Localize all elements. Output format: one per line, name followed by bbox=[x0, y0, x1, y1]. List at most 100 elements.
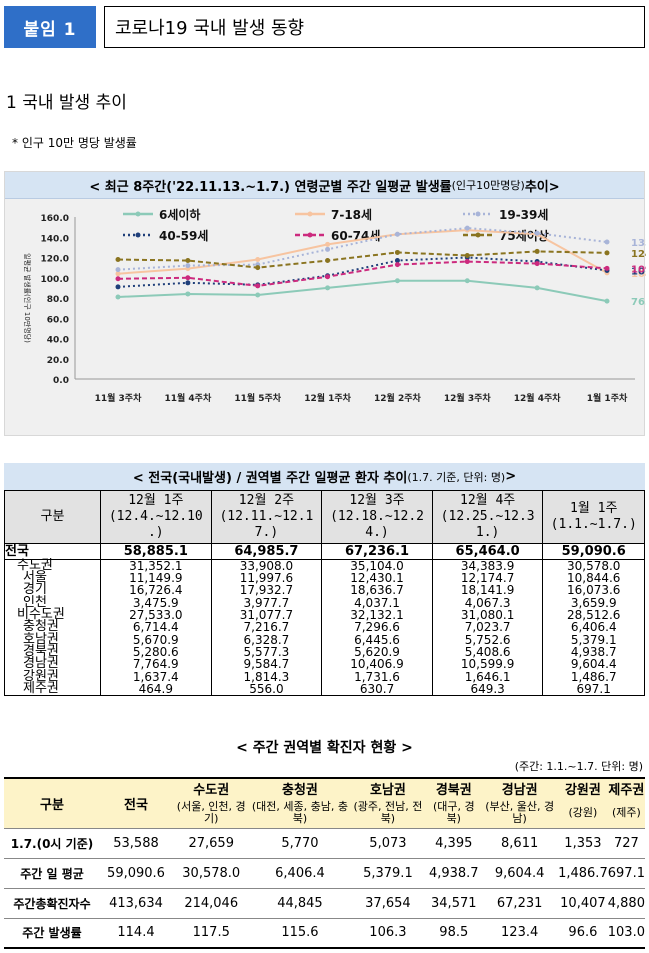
y-tick-label: 100.0 bbox=[41, 275, 69, 285]
regional-cell: 630.7 bbox=[321, 682, 433, 696]
data-point bbox=[115, 267, 121, 273]
regional-col-header: 1월 1주 (1.1.~1.7.) bbox=[542, 490, 645, 544]
regional-cell: 7,764.9 bbox=[100, 658, 212, 671]
data-point bbox=[604, 239, 610, 245]
weekly-row: 주간 일 평균 59,090.6 30,578.0 6,406.4 5,379.1 4,9… bbox=[4, 857, 645, 888]
regional-row: 강원권 1,637.4 1,814.3 1,731.6 1,646.1 1,486.7 bbox=[4, 669, 645, 683]
regional-cell: 12,174.7 bbox=[431, 572, 544, 585]
data-point bbox=[534, 230, 540, 236]
regional-cell: 697.1 bbox=[542, 682, 645, 696]
weekly-col-subheader: (부산, 울산, 경남) bbox=[481, 798, 559, 828]
regional-cell: 5,408.6 bbox=[431, 646, 544, 659]
regional-cell: 11,997.6 bbox=[210, 572, 323, 585]
data-point bbox=[115, 257, 121, 263]
series-line bbox=[117, 256, 608, 288]
series-line bbox=[117, 279, 608, 303]
data-point bbox=[115, 276, 121, 282]
regional-col-header: 12월 3주 (12.18.~12.2 4.) bbox=[321, 490, 433, 544]
data-point bbox=[325, 274, 331, 280]
weekly-cell: 1,353 bbox=[558, 827, 608, 858]
series-line bbox=[117, 250, 608, 269]
data-point bbox=[255, 292, 261, 298]
regional-cell: 9,584.7 bbox=[210, 658, 323, 671]
regional-cell: 556.0 bbox=[210, 682, 323, 696]
regional-cell: 1,646.1 bbox=[431, 670, 544, 683]
weekly-cell: 98.5 bbox=[426, 917, 482, 949]
weekly-table: 구분 전국 수도권 충청권 호남권 경북권 경남권 강원권 제주권 (서울, 인천, 경기)… bbox=[4, 777, 645, 949]
regional-title-unit: (1.7. 기준, 단위: 명) bbox=[407, 470, 506, 484]
weekly-cell: 5,073 bbox=[349, 827, 427, 858]
regional-cell: 4,067.3 bbox=[431, 597, 544, 609]
y-tick-label: 80.0 bbox=[47, 295, 69, 305]
regional-cell: 10,406.9 bbox=[321, 658, 433, 671]
legend-marker bbox=[307, 232, 313, 238]
data-point bbox=[325, 241, 331, 247]
regional-row: 제주권 464.9 556.0 630.7 649.3 697.1 bbox=[4, 682, 645, 696]
regional-cell: 9,604.4 bbox=[542, 658, 645, 671]
x-tick-label: 12월 4주차 bbox=[514, 392, 561, 404]
regional-row-name: 비수도권 bbox=[4, 608, 101, 621]
weekly-table-unit: (주간: 1.1.~1.7. 단위: 명) bbox=[514, 760, 643, 773]
data-point bbox=[115, 294, 121, 300]
weekly-cell: 123.4 bbox=[481, 917, 559, 949]
regional-cell: 464.9 bbox=[100, 682, 212, 696]
regional-cell: 6,328.7 bbox=[210, 633, 323, 646]
regional-row-name: 경북권 bbox=[4, 645, 101, 658]
regional-row: 호남권 5,670.9 6,328.7 6,445.6 5,752.6 5,379.1 bbox=[4, 632, 645, 646]
weekly-cell: 4,395 bbox=[426, 827, 482, 858]
regional-row-name: 제주권 bbox=[4, 682, 101, 696]
regional-row: 경남권 7,764.9 9,584.7 10,406.9 10,599.9 9,604.4 bbox=[4, 657, 645, 671]
data-label: 107.2 bbox=[631, 266, 646, 277]
weekly-col-header: 강원권 bbox=[558, 777, 608, 798]
legend-marker bbox=[475, 211, 481, 217]
regional-col-header-line: 4.) bbox=[365, 525, 389, 540]
regional-col-header-line: 12월 4주 bbox=[460, 493, 516, 508]
regional-row: 비수도권 27,533.0 31,077.7 32,132.1 31,080.1 28,5… bbox=[4, 608, 645, 622]
regional-cell: 3,977.7 bbox=[210, 597, 323, 609]
y-tick-label: 120.0 bbox=[41, 255, 69, 265]
legend-marker bbox=[135, 211, 141, 217]
regional-table-title: < 전국(국내발생) / 권역별 주간 일평균 환자 추이 (1.7. 기준, … bbox=[4, 463, 645, 490]
regional-col-header: 12월 1주 (12.4.~12.10.) bbox=[100, 490, 212, 544]
regional-col-header: 12월 4주 (12.25.~12.3 1.) bbox=[431, 490, 544, 544]
regional-cell: 28,512.6 bbox=[542, 609, 645, 622]
regional-cell: 3,475.9 bbox=[100, 597, 212, 609]
weekly-cell: 103.0 bbox=[607, 917, 645, 949]
regional-cell: 4,938.7 bbox=[542, 646, 645, 659]
regional-row-name: 강원권 bbox=[4, 669, 101, 683]
regional-cell: 32,132.1 bbox=[321, 609, 433, 622]
regional-cell: 18,636.7 bbox=[321, 584, 433, 597]
data-point bbox=[464, 259, 470, 265]
regional-cell: 31,077.7 bbox=[210, 609, 323, 622]
regional-row: 전국 58,885.1 64,985.7 67,236.1 65,464.0 59,090… bbox=[4, 543, 645, 560]
series-line bbox=[117, 227, 608, 271]
data-point bbox=[115, 284, 121, 290]
data-point bbox=[325, 258, 331, 264]
y-tick-label: 0.0 bbox=[53, 376, 69, 386]
weekly-cell: 1,486.7 bbox=[558, 857, 608, 888]
regional-table-header: 구분 12월 1주 (12.4.~12.10.) 12월 2주 (12.11.~12.… bbox=[4, 490, 645, 544]
x-tick-label: 11월 4주차 bbox=[164, 392, 211, 404]
weekly-cell: 5,770 bbox=[250, 827, 350, 858]
data-point bbox=[534, 248, 540, 254]
regional-table-body: 전국 58,885.1 64,985.7 67,236.1 65,464.0 59,090… bbox=[4, 543, 645, 696]
data-point bbox=[185, 275, 191, 281]
regional-cell: 58,885.1 bbox=[100, 543, 212, 560]
weekly-head-label: 구분 bbox=[4, 777, 100, 828]
weekly-table-body: 1.7.(0시 기준) 53,588 27,659 5,770 5,073 4,395 8,… bbox=[4, 827, 645, 949]
data-point bbox=[325, 246, 331, 252]
regional-cell: 6,445.6 bbox=[321, 633, 433, 646]
regional-cell: 6,406.4 bbox=[542, 621, 645, 634]
regional-cell: 5,670.9 bbox=[100, 633, 212, 646]
weekly-table-header: 구분 전국 수도권 충청권 호남권 경북권 경남권 강원권 제주권 bbox=[4, 777, 645, 828]
data-point bbox=[255, 265, 261, 271]
regional-cell: 5,379.1 bbox=[542, 633, 645, 646]
regional-cell: 65,464.0 bbox=[431, 543, 544, 560]
y-tick-label: 160.0 bbox=[41, 214, 69, 224]
weekly-cell: 10,407 bbox=[558, 887, 608, 918]
regional-cell: 5,752.6 bbox=[431, 633, 544, 646]
data-point bbox=[115, 271, 121, 277]
regional-col-header-line: (12.25.~12.3 bbox=[440, 509, 535, 524]
data-point bbox=[534, 285, 540, 291]
regional-row-name: 경기 bbox=[4, 583, 101, 597]
